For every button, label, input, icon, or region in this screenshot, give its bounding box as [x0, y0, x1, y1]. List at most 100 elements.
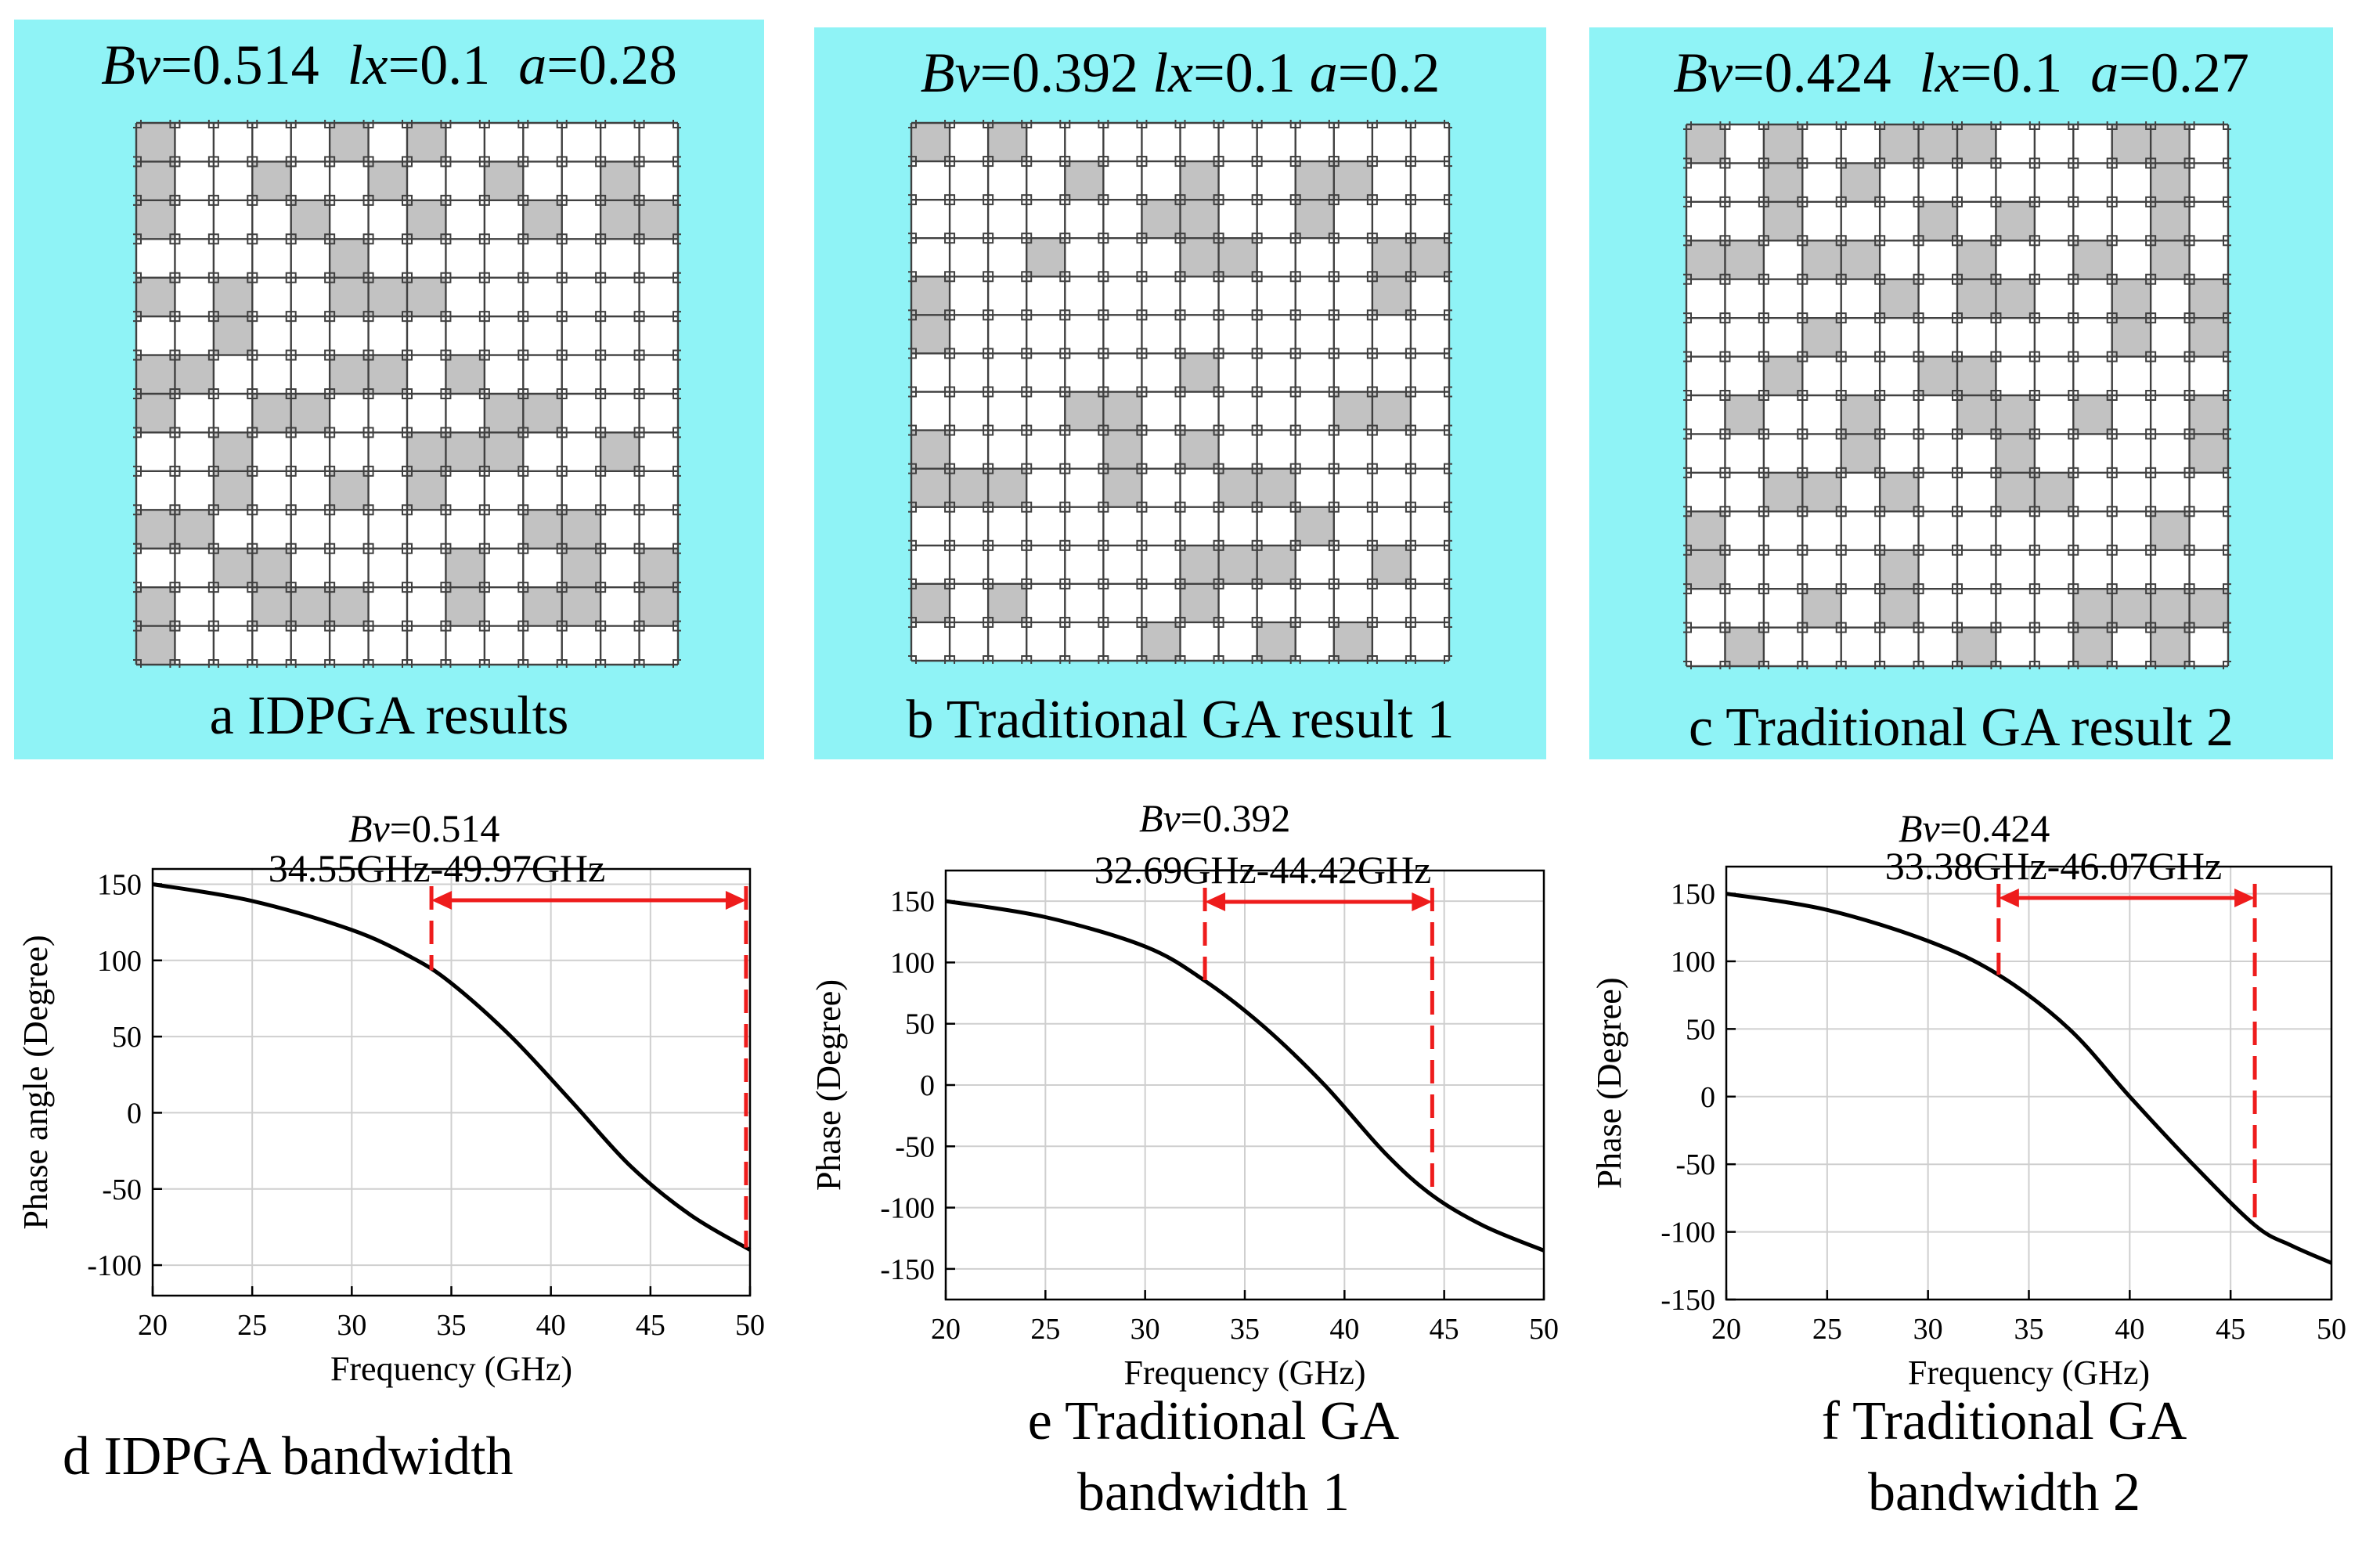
grid-node [1874, 157, 1886, 169]
grid-node [2068, 351, 2079, 362]
filled-cell [407, 277, 446, 317]
grid-node [633, 311, 645, 323]
grid-node [1059, 616, 1071, 628]
filled-cell [2111, 279, 2151, 319]
grid-node [1405, 271, 1416, 283]
filled-cell [988, 468, 1027, 507]
grid-node [595, 272, 607, 283]
grid-node [1021, 309, 1033, 321]
grid-node [2028, 583, 2040, 595]
filled-cell [1295, 161, 1334, 200]
grid-node [285, 311, 297, 323]
grid-node [1098, 386, 1109, 398]
grid-node [2145, 544, 2157, 556]
grid-node [633, 582, 645, 593]
grid-node [478, 233, 490, 245]
grid-node [1835, 467, 1847, 478]
filled-cell [1372, 545, 1411, 584]
filled-cell [1333, 391, 1372, 431]
grid-node [1289, 156, 1301, 168]
grid-node [944, 578, 956, 589]
grid-node [133, 120, 142, 128]
grid-node [1683, 583, 1692, 595]
y-tick-label: 0 [920, 1069, 935, 1102]
grid-node [1251, 463, 1263, 474]
filled-cell [1026, 238, 1066, 277]
grid-node [1797, 390, 1808, 401]
grid-node [517, 659, 529, 668]
filled-cell [1996, 434, 2035, 473]
grid-node [2028, 428, 2040, 440]
grid-node [440, 311, 452, 323]
grid-node [133, 349, 142, 361]
grid-node [362, 427, 374, 438]
grid-node [2106, 312, 2118, 324]
grid-node [2106, 544, 2118, 556]
grid-node [1444, 271, 1452, 283]
grid-node [1136, 539, 1148, 551]
grid-node [1758, 428, 1769, 440]
grid-node [1328, 120, 1340, 128]
grid-node [1251, 156, 1263, 168]
grid-node [944, 348, 956, 359]
grid-node [2183, 351, 2195, 362]
grid-node [324, 388, 336, 399]
grid-node [362, 659, 374, 668]
grid-node [207, 156, 219, 168]
grid-node [1366, 501, 1378, 513]
grid-node [1213, 194, 1224, 206]
filled-cell [1841, 163, 1881, 202]
grid-node [1213, 655, 1224, 664]
filled-cell [213, 316, 253, 355]
grid-node [1758, 622, 1769, 633]
grid-node [2028, 661, 2040, 669]
filled-cell [2073, 395, 2112, 434]
filled-cell [911, 583, 950, 622]
grid-node [1174, 120, 1186, 128]
grid-node [2028, 467, 2040, 478]
grid-node [1683, 428, 1692, 440]
grid-node [1059, 424, 1071, 436]
grid-node [556, 427, 568, 438]
grid-node [983, 655, 994, 664]
grid-node [1719, 390, 1731, 401]
grid-node [1021, 194, 1033, 206]
grid-node [1405, 424, 1416, 436]
grid-node [2183, 390, 2195, 401]
grid-node [2145, 428, 2157, 440]
grid-node [1136, 463, 1148, 474]
grid-node [1758, 273, 1769, 285]
grid-node [1405, 501, 1416, 513]
filled-cell [1686, 511, 1726, 550]
chart-f-caption-line: bandwidth 2 [1867, 1462, 2141, 1523]
grid-node [169, 272, 181, 283]
grid-node [247, 620, 258, 632]
grid-node [2068, 235, 2079, 247]
filled-cell [2189, 589, 2228, 628]
filled-cell [1218, 468, 1257, 507]
grid-node [673, 620, 681, 632]
grid-node [1405, 655, 1416, 664]
grid-node [1136, 271, 1148, 283]
grid-node [1719, 121, 1731, 130]
grid-node [2145, 390, 2157, 401]
grid-node [1874, 273, 1886, 285]
grid-node [133, 427, 142, 438]
grid-node [1874, 622, 1886, 633]
filled-cell [1763, 472, 1803, 512]
grid-node [1444, 156, 1452, 168]
grid-node [2068, 196, 2079, 207]
grid-node [1797, 312, 1808, 324]
grid-node [1251, 194, 1263, 206]
grid-node [324, 465, 336, 477]
grid-node [1758, 121, 1769, 130]
grid-node [1797, 467, 1808, 478]
grid-node [2145, 273, 2157, 285]
grid-node [1289, 463, 1301, 474]
filled-cell [2151, 511, 2190, 550]
filled-cell [1257, 545, 1296, 584]
grid-node [362, 120, 374, 128]
grid-node [2106, 506, 2118, 517]
filled-cell [1180, 430, 1219, 469]
grid-node [673, 582, 681, 593]
